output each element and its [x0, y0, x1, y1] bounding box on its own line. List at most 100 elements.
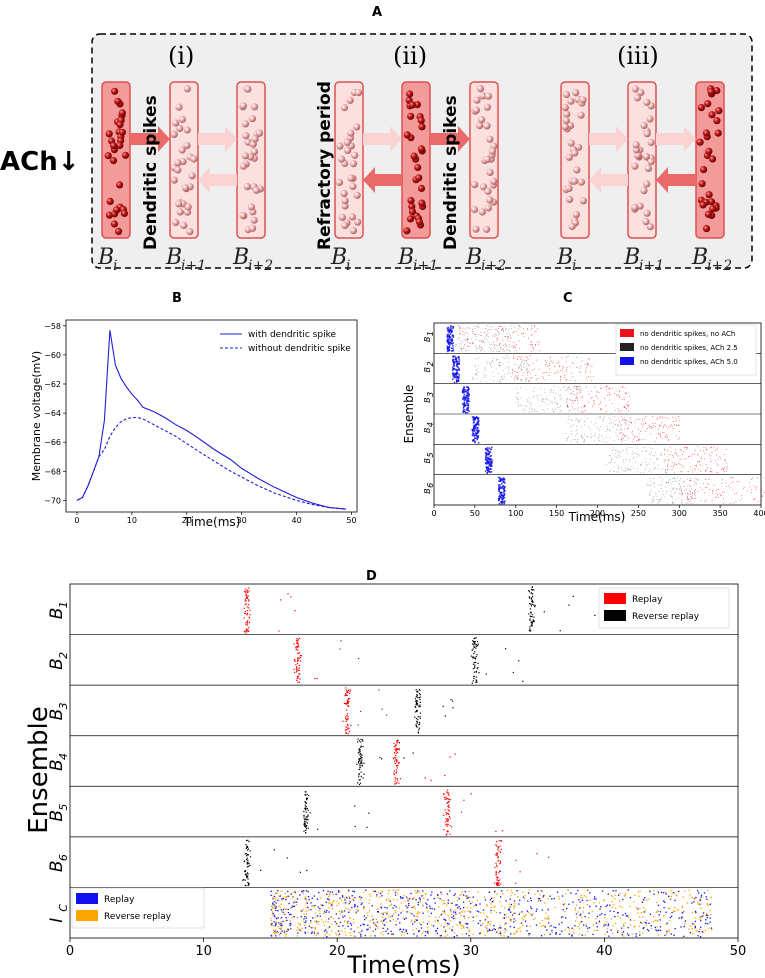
spike-mark	[244, 600, 246, 602]
spike-mark	[627, 915, 629, 917]
spike-mark	[385, 918, 387, 920]
spike-mark	[700, 920, 702, 922]
neuron-ball	[336, 142, 344, 150]
spike-mark	[667, 417, 669, 419]
spike-mark	[354, 897, 356, 899]
spike-mark	[536, 359, 537, 361]
spike-mark	[382, 927, 384, 929]
spike-mark	[558, 360, 560, 362]
spike-mark	[499, 495, 502, 498]
spike-mark	[708, 489, 710, 490]
spike-mark	[562, 367, 564, 369]
spike-mark	[485, 466, 487, 468]
spike-mark	[681, 499, 683, 501]
spike-mark	[475, 681, 477, 683]
spike-mark	[609, 910, 611, 912]
spike-mark	[499, 496, 502, 499]
neuron-ball	[700, 166, 708, 174]
x-tick-label: 350	[712, 509, 727, 518]
spike-mark	[624, 435, 626, 437]
spike-mark	[687, 471, 689, 472]
spike-mark	[575, 904, 578, 906]
spike-mark	[507, 355, 509, 357]
spike-mark	[694, 454, 695, 455]
spike-mark	[437, 919, 439, 921]
spike-mark	[314, 926, 316, 929]
spike-mark	[274, 906, 276, 908]
spike-mark	[396, 769, 398, 771]
spike-mark	[415, 915, 417, 918]
spike-mark	[503, 329, 504, 331]
spike-mark	[721, 483, 723, 484]
spike-mark	[544, 388, 545, 390]
spike-mark	[394, 757, 396, 759]
spike-mark	[707, 904, 709, 906]
spike-mark	[485, 456, 487, 458]
spike-mark	[528, 411, 530, 413]
spike-mark	[361, 902, 363, 904]
neuron-ball	[714, 129, 722, 137]
spike-mark	[396, 767, 398, 769]
spike-mark	[525, 379, 527, 381]
spike-mark	[666, 426, 667, 427]
row-label-subscript: 6	[426, 483, 435, 488]
spike-mark	[504, 350, 505, 352]
spike-mark	[513, 921, 515, 923]
spike-mark	[271, 911, 274, 913]
spike-mark	[303, 810, 305, 813]
spike-mark	[304, 823, 306, 825]
spike-mark	[689, 932, 691, 934]
spike-mark	[475, 679, 477, 681]
spike-mark	[367, 915, 369, 917]
spike-mark	[349, 909, 351, 911]
spike-mark	[497, 330, 498, 332]
spike-mark	[345, 687, 347, 689]
spike-mark	[677, 909, 679, 911]
spike-mark	[349, 917, 351, 919]
spike-mark	[329, 891, 331, 893]
spike-mark	[508, 368, 509, 370]
spike-mark	[445, 919, 447, 922]
spike-mark	[273, 914, 275, 916]
spike-mark	[512, 356, 514, 358]
spike-mark	[680, 926, 682, 928]
spike-mark	[577, 402, 579, 404]
spike-mark	[465, 338, 467, 340]
spike-mark	[503, 502, 505, 505]
spike-mark	[243, 879, 245, 881]
spike-mark	[286, 930, 288, 932]
spike-mark	[674, 479, 676, 481]
spike-mark	[272, 902, 274, 904]
spike-mark	[562, 370, 564, 372]
spike-mark	[541, 400, 543, 402]
spike-mark	[417, 901, 419, 904]
spike-mark	[495, 871, 497, 873]
spike-mark	[367, 924, 369, 926]
spike-mark	[494, 345, 496, 346]
spike-mark	[270, 890, 272, 892]
neuron-ball	[565, 153, 573, 161]
spike-mark	[697, 901, 699, 903]
spike-mark	[572, 399, 573, 401]
spike-mark	[458, 374, 461, 376]
neuron-ball	[643, 130, 651, 138]
spike-mark	[613, 471, 615, 472]
row-label-subscript: 5	[57, 804, 70, 811]
spike-mark	[594, 435, 596, 436]
spike-mark	[628, 437, 630, 439]
spike-mark	[431, 891, 433, 893]
spike-mark	[552, 409, 553, 411]
spike-mark	[474, 657, 476, 659]
spike-mark	[455, 379, 458, 382]
spike-mark	[458, 337, 460, 339]
spike-mark	[597, 398, 599, 399]
spike-mark	[646, 483, 648, 485]
spike-mark	[604, 397, 605, 399]
spike-mark	[475, 433, 478, 436]
spike-mark	[631, 466, 633, 467]
spike-mark	[572, 424, 574, 426]
spike-mark	[447, 805, 449, 807]
spike-mark	[445, 798, 447, 800]
spike-mark	[582, 411, 584, 413]
spike-mark	[480, 340, 482, 342]
